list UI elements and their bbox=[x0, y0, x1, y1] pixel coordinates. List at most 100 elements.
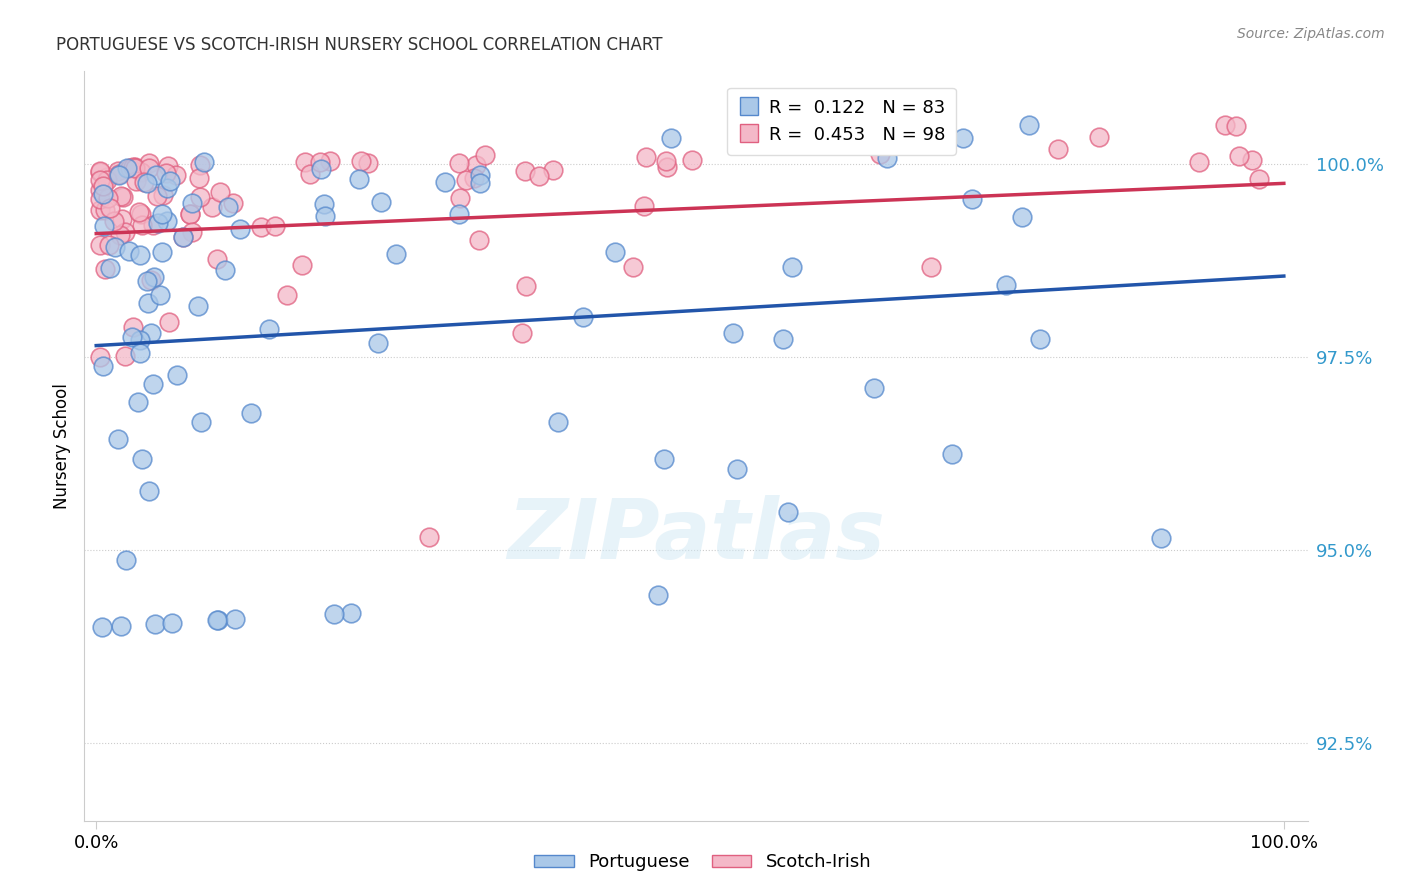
Point bbox=[96, 169, 118, 184]
Point bbox=[264, 219, 287, 234]
Point bbox=[91, 359, 114, 374]
Point bbox=[124, 161, 146, 175]
Point bbox=[89, 165, 111, 179]
Point bbox=[97, 190, 120, 204]
Point bbox=[150, 245, 173, 260]
Point bbox=[447, 156, 470, 170]
Point bbox=[1225, 119, 1247, 133]
Point bbox=[862, 381, 884, 395]
Point bbox=[323, 607, 346, 621]
Point bbox=[149, 288, 172, 302]
Point bbox=[370, 194, 392, 209]
Point bbox=[357, 156, 380, 170]
Point bbox=[111, 212, 134, 227]
Point bbox=[91, 620, 114, 634]
Point bbox=[165, 168, 187, 182]
Point bbox=[1028, 332, 1050, 346]
Point bbox=[114, 349, 136, 363]
Point bbox=[114, 225, 136, 239]
Point bbox=[155, 166, 177, 180]
Point bbox=[166, 368, 188, 382]
Point bbox=[319, 154, 342, 169]
Point bbox=[659, 131, 682, 145]
Point bbox=[107, 432, 129, 446]
Point bbox=[131, 218, 153, 232]
Point bbox=[138, 161, 160, 175]
Point bbox=[110, 619, 132, 633]
Point bbox=[217, 201, 239, 215]
Point bbox=[547, 415, 569, 429]
Point bbox=[257, 322, 280, 336]
Point bbox=[187, 299, 209, 313]
Point bbox=[510, 326, 533, 340]
Text: Source: ZipAtlas.com: Source: ZipAtlas.com bbox=[1237, 27, 1385, 41]
Point bbox=[129, 247, 152, 261]
Point bbox=[1213, 119, 1236, 133]
Point bbox=[132, 175, 155, 189]
Point bbox=[655, 160, 678, 174]
Point bbox=[1241, 153, 1264, 167]
Point bbox=[960, 192, 983, 206]
Point bbox=[1227, 149, 1250, 163]
Point bbox=[207, 613, 229, 627]
Point bbox=[447, 207, 470, 221]
Point bbox=[418, 530, 440, 544]
Point bbox=[250, 219, 273, 234]
Point bbox=[214, 263, 236, 277]
Point bbox=[193, 155, 215, 169]
Point bbox=[121, 330, 143, 344]
Point bbox=[470, 169, 492, 183]
Point bbox=[91, 178, 114, 193]
Point bbox=[179, 207, 201, 221]
Point bbox=[529, 169, 551, 184]
Point bbox=[347, 172, 370, 186]
Point bbox=[276, 288, 298, 302]
Point bbox=[181, 225, 204, 239]
Point bbox=[107, 164, 129, 178]
Point bbox=[188, 170, 211, 185]
Point bbox=[139, 273, 162, 287]
Point bbox=[633, 199, 655, 213]
Point bbox=[128, 346, 150, 360]
Point bbox=[541, 162, 564, 177]
Point bbox=[98, 201, 121, 215]
Point bbox=[572, 310, 595, 325]
Point bbox=[156, 181, 179, 195]
Point bbox=[124, 160, 146, 174]
Point bbox=[780, 260, 803, 274]
Point bbox=[96, 173, 118, 187]
Point bbox=[772, 333, 794, 347]
Point bbox=[474, 148, 496, 162]
Point bbox=[229, 222, 252, 236]
Point bbox=[188, 158, 211, 172]
Point bbox=[1018, 119, 1040, 133]
Point bbox=[89, 350, 111, 364]
Point bbox=[205, 252, 228, 266]
Point bbox=[1188, 154, 1211, 169]
Text: PORTUGUESE VS SCOTCH-IRISH NURSERY SCHOOL CORRELATION CHART: PORTUGUESE VS SCOTCH-IRISH NURSERY SCHOO… bbox=[56, 36, 662, 54]
Point bbox=[89, 173, 111, 187]
Point bbox=[456, 173, 478, 187]
Point bbox=[291, 258, 314, 272]
Point bbox=[142, 376, 165, 391]
Point bbox=[239, 406, 262, 420]
Point bbox=[190, 189, 212, 203]
Point bbox=[98, 260, 121, 275]
Point bbox=[115, 553, 138, 567]
Point bbox=[138, 483, 160, 498]
Point bbox=[876, 151, 898, 165]
Point bbox=[515, 278, 537, 293]
Point bbox=[97, 237, 120, 252]
Point bbox=[1150, 531, 1173, 545]
Point bbox=[155, 214, 177, 228]
Point bbox=[89, 203, 111, 218]
Point bbox=[621, 260, 644, 275]
Point bbox=[1088, 129, 1111, 144]
Point bbox=[654, 451, 676, 466]
Point bbox=[110, 189, 132, 203]
Point bbox=[89, 238, 111, 252]
Point bbox=[146, 216, 169, 230]
Point bbox=[160, 616, 183, 631]
Point bbox=[224, 612, 246, 626]
Point bbox=[1247, 172, 1270, 186]
